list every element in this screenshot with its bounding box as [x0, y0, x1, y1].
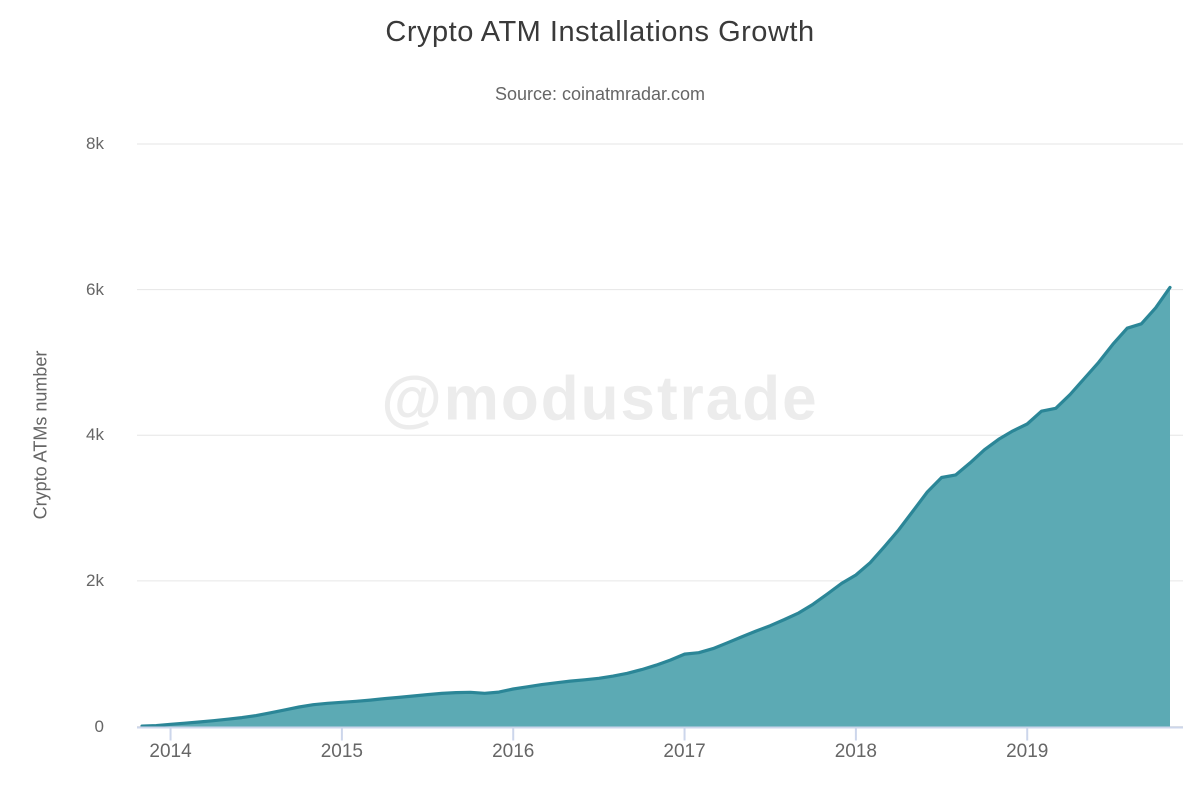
watermark-text: @modustrade [381, 364, 819, 434]
chart-subtitle: Source: coinatmradar.com [494, 84, 706, 104]
y-tick-label: 8k [86, 134, 104, 153]
chart-title: Crypto ATM Installations Growth [385, 16, 815, 48]
y-tick-label: 2k [86, 570, 104, 590]
area-fill [142, 287, 1170, 728]
y-tick-label: 6k [86, 279, 104, 299]
x-tick-label: 2015 [320, 741, 364, 762]
area-line [140, 285, 1172, 728]
x-tick-label: 2017 [663, 741, 706, 762]
x-tick-label: 2014 [149, 741, 192, 762]
x-tick-label: 2016 [492, 741, 535, 762]
y-tick-label: 0 [94, 716, 104, 736]
x-tick-label: 2019 [1006, 741, 1049, 762]
x-tick-label: 2018 [834, 741, 878, 762]
y-tick-label: 4k [86, 425, 104, 445]
